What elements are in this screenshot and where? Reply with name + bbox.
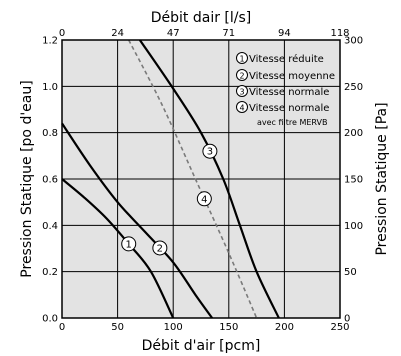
series-layer	[61, 39, 280, 319]
series-marker-label-2: 2	[157, 243, 163, 254]
legend-marker-1	[236, 52, 248, 64]
legend-item-3: 3 Vitesse normale	[236, 85, 329, 98]
y2-axis-title: Pression Statique [Pa]	[374, 102, 390, 255]
legend: 1 Vitesse réduite 2 Vitesse moyenne 3 Vi…	[236, 52, 335, 127]
grid-layer	[62, 40, 340, 318]
y2-tick-label: 0	[344, 314, 350, 325]
legend-marker-2	[236, 69, 248, 81]
series-line-3	[138, 39, 280, 319]
legend-item-4: 4 Vitesse normale avec filtre MERVB	[236, 101, 329, 127]
plot-frame	[61, 39, 341, 319]
series-marker-label-1: 1	[126, 239, 132, 250]
x2-axis-title: Débit dair [l/s]	[151, 10, 252, 26]
legend-label-4: Vitesse normale	[249, 103, 329, 114]
x-axis-title: Débit d'air [pcm]	[142, 338, 261, 354]
legend-marker-label-2: 2	[239, 72, 244, 81]
series-marker-label-4: 4	[201, 194, 207, 205]
x-tick-label: 250	[330, 322, 349, 333]
x-tick-label: 100	[164, 322, 183, 333]
legend-marker-3	[236, 85, 248, 97]
marker-layer: 1 2 3 4	[121, 143, 218, 256]
series-marker-2	[152, 240, 168, 256]
legend-item-1: 1 Vitesse réduite	[236, 52, 324, 65]
series-line-1	[61, 178, 175, 319]
y2-tick-label: 300	[344, 36, 363, 47]
legend-item-2: 2 Vitesse moyenne	[236, 69, 335, 82]
y2-tick-label: 100	[344, 221, 363, 232]
x2-tick-label: 24	[111, 28, 124, 39]
y-tick-label: 1.0	[42, 82, 58, 93]
series-marker-1	[121, 236, 137, 252]
y2-tick-label: 150	[344, 175, 363, 186]
legend-marker-label-4: 4	[239, 104, 244, 113]
x2-tick-label: 118	[330, 28, 349, 39]
x2-tick-label: 71	[222, 28, 235, 39]
y-tick-label: 0.4	[42, 221, 58, 232]
legend-label-2: Vitesse moyenne	[249, 71, 335, 82]
x-tick-label: 0	[59, 322, 65, 333]
x-tick-label: 150	[219, 322, 238, 333]
y-tick-label: 0.2	[42, 267, 58, 278]
legend-label-1: Vitesse réduite	[249, 53, 324, 65]
y2-tick-label: 50	[344, 267, 357, 278]
y-tick-label: 0.6	[42, 175, 58, 186]
y-axis-title: Pression Statique [po d'eau]	[19, 80, 35, 277]
y-tick-label: 0.0	[42, 314, 58, 325]
x2-tick-label: 0	[59, 28, 65, 39]
x2-tick-label: 94	[278, 28, 291, 39]
series-marker-4	[196, 191, 212, 207]
x2-tick-label: 47	[167, 28, 180, 39]
x-tick-label: 200	[275, 322, 294, 333]
x-tick-label: 50	[111, 322, 124, 333]
legend-label-4-line2: avec filtre MERVB	[257, 118, 328, 127]
legend-marker-label-3: 3	[239, 88, 244, 97]
series-line-4	[128, 39, 258, 319]
series-marker-3	[202, 143, 218, 159]
legend-marker-label-1: 1	[239, 55, 244, 64]
y2-tick-label: 250	[344, 82, 363, 93]
series-line-2	[61, 122, 214, 319]
legend-marker-4	[236, 101, 248, 113]
y-tick-label: 0.8	[42, 128, 58, 139]
legend-label-3: Vitesse normale	[249, 87, 329, 98]
y2-tick-label: 200	[344, 128, 363, 139]
series-marker-label-3: 3	[207, 147, 213, 158]
y-tick-label: 1.2	[42, 36, 58, 47]
